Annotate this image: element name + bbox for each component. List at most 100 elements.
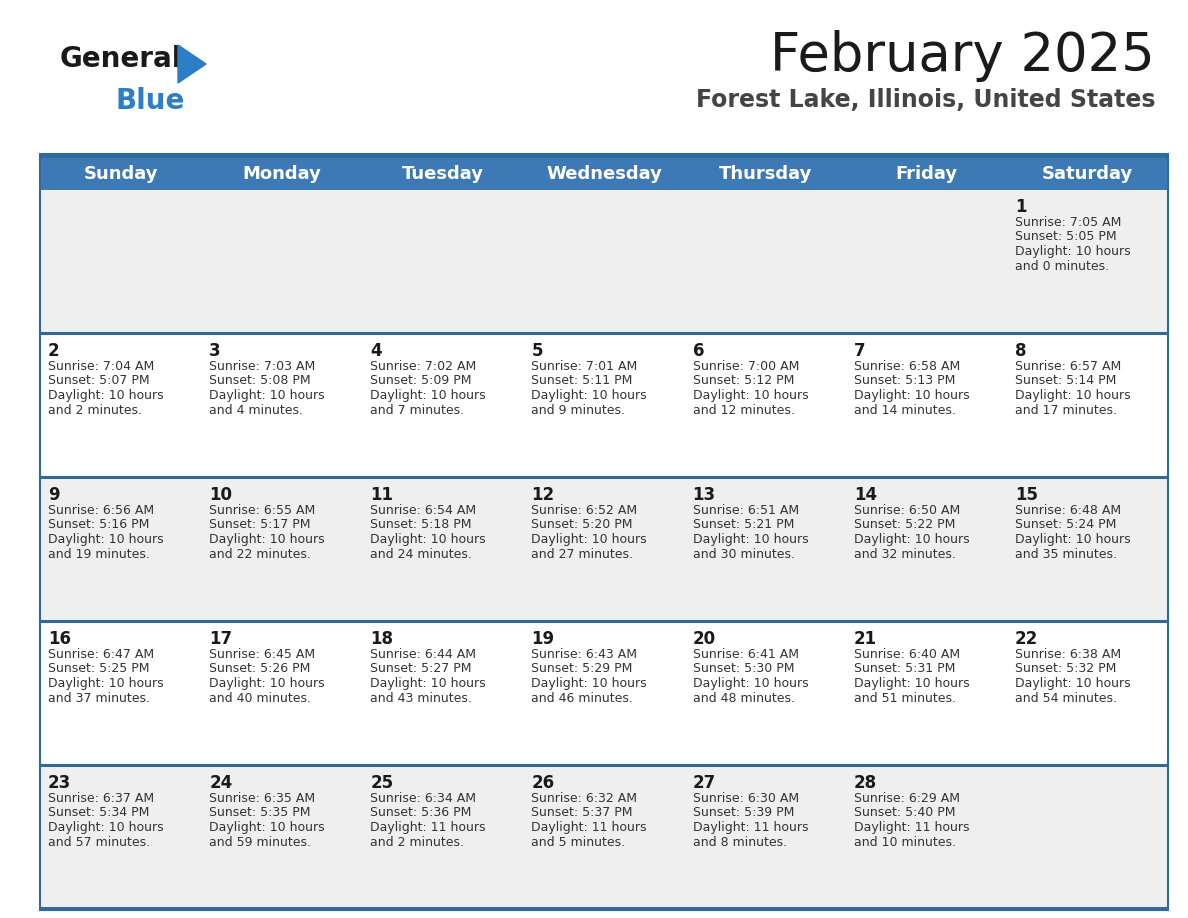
Text: Sunrise: 6:57 AM: Sunrise: 6:57 AM [1015, 360, 1121, 373]
Text: 1: 1 [1015, 198, 1026, 216]
Text: and 32 minutes.: and 32 minutes. [854, 547, 955, 561]
Text: 19: 19 [531, 630, 555, 648]
Text: Sunrise: 6:44 AM: Sunrise: 6:44 AM [371, 648, 476, 661]
Text: and 51 minutes.: and 51 minutes. [854, 691, 955, 704]
Text: and 4 minutes.: and 4 minutes. [209, 404, 303, 417]
Text: Daylight: 10 hours: Daylight: 10 hours [371, 389, 486, 402]
Text: Daylight: 10 hours: Daylight: 10 hours [854, 389, 969, 402]
Text: and 10 minutes.: and 10 minutes. [854, 835, 955, 848]
Text: Daylight: 10 hours: Daylight: 10 hours [1015, 389, 1131, 402]
Text: and 46 minutes.: and 46 minutes. [531, 691, 633, 704]
Bar [40, 766, 1168, 910]
Text: Sunrise: 7:02 AM: Sunrise: 7:02 AM [371, 360, 476, 373]
Text: 2: 2 [48, 342, 59, 360]
Text: Sunrise: 6:32 AM: Sunrise: 6:32 AM [531, 792, 638, 805]
Text: Sunrise: 7:04 AM: Sunrise: 7:04 AM [48, 360, 154, 373]
Text: 7: 7 [854, 342, 865, 360]
Bar [40, 476, 1168, 479]
Text: Daylight: 10 hours: Daylight: 10 hours [531, 389, 647, 402]
Text: Sunset: 5:16 PM: Sunset: 5:16 PM [48, 519, 150, 532]
Bar [40, 158, 1168, 190]
Text: Sunrise: 6:43 AM: Sunrise: 6:43 AM [531, 648, 638, 661]
Text: and 7 minutes.: and 7 minutes. [371, 404, 465, 417]
Text: Sunset: 5:27 PM: Sunset: 5:27 PM [371, 663, 472, 676]
Text: Sunrise: 6:52 AM: Sunrise: 6:52 AM [531, 504, 638, 517]
Text: Daylight: 10 hours: Daylight: 10 hours [1015, 533, 1131, 546]
Text: Daylight: 10 hours: Daylight: 10 hours [209, 533, 324, 546]
Text: Daylight: 10 hours: Daylight: 10 hours [48, 533, 164, 546]
Bar [40, 764, 1168, 767]
Text: and 9 minutes.: and 9 minutes. [531, 404, 625, 417]
Text: Sunset: 5:17 PM: Sunset: 5:17 PM [209, 519, 310, 532]
Text: and 27 minutes.: and 27 minutes. [531, 547, 633, 561]
Bar [40, 907, 1168, 910]
Text: 4: 4 [371, 342, 381, 360]
Text: Sunset: 5:30 PM: Sunset: 5:30 PM [693, 663, 794, 676]
Text: Daylight: 10 hours: Daylight: 10 hours [531, 677, 647, 690]
Text: Wednesday: Wednesday [546, 165, 662, 183]
Text: 21: 21 [854, 630, 877, 648]
Text: Sunset: 5:24 PM: Sunset: 5:24 PM [1015, 519, 1117, 532]
Text: 26: 26 [531, 774, 555, 792]
Text: Thursday: Thursday [719, 165, 811, 183]
Text: Sunrise: 6:51 AM: Sunrise: 6:51 AM [693, 504, 798, 517]
Text: Daylight: 10 hours: Daylight: 10 hours [48, 389, 164, 402]
Text: Sunset: 5:34 PM: Sunset: 5:34 PM [48, 807, 150, 820]
Text: Sunset: 5:07 PM: Sunset: 5:07 PM [48, 375, 150, 387]
Text: Sunset: 5:18 PM: Sunset: 5:18 PM [371, 519, 472, 532]
Text: and 59 minutes.: and 59 minutes. [209, 835, 311, 848]
Text: Sunday: Sunday [83, 165, 158, 183]
Text: Daylight: 10 hours: Daylight: 10 hours [209, 821, 324, 834]
Text: Sunset: 5:31 PM: Sunset: 5:31 PM [854, 663, 955, 676]
Text: Daylight: 11 hours: Daylight: 11 hours [854, 821, 969, 834]
Text: Daylight: 10 hours: Daylight: 10 hours [209, 389, 324, 402]
Text: Sunrise: 7:01 AM: Sunrise: 7:01 AM [531, 360, 638, 373]
Text: and 40 minutes.: and 40 minutes. [209, 691, 311, 704]
Text: and 12 minutes.: and 12 minutes. [693, 404, 795, 417]
Text: and 30 minutes.: and 30 minutes. [693, 547, 795, 561]
Bar [40, 190, 1168, 334]
Text: 18: 18 [371, 630, 393, 648]
Text: 27: 27 [693, 774, 716, 792]
Text: Friday: Friday [896, 165, 958, 183]
Text: Daylight: 10 hours: Daylight: 10 hours [693, 533, 808, 546]
Text: 3: 3 [209, 342, 221, 360]
Text: Daylight: 11 hours: Daylight: 11 hours [531, 821, 647, 834]
Text: 6: 6 [693, 342, 704, 360]
Text: Sunset: 5:22 PM: Sunset: 5:22 PM [854, 519, 955, 532]
Text: 11: 11 [371, 486, 393, 504]
Text: and 35 minutes.: and 35 minutes. [1015, 547, 1117, 561]
Text: Sunrise: 6:34 AM: Sunrise: 6:34 AM [371, 792, 476, 805]
Text: Sunrise: 6:41 AM: Sunrise: 6:41 AM [693, 648, 798, 661]
Text: Sunrise: 6:48 AM: Sunrise: 6:48 AM [1015, 504, 1121, 517]
Text: Daylight: 10 hours: Daylight: 10 hours [693, 677, 808, 690]
Text: Daylight: 10 hours: Daylight: 10 hours [1015, 245, 1131, 258]
Text: Sunrise: 7:05 AM: Sunrise: 7:05 AM [1015, 216, 1121, 229]
Text: Sunset: 5:08 PM: Sunset: 5:08 PM [209, 375, 311, 387]
Text: Sunset: 5:21 PM: Sunset: 5:21 PM [693, 519, 794, 532]
Text: Sunset: 5:09 PM: Sunset: 5:09 PM [371, 375, 472, 387]
Text: 9: 9 [48, 486, 59, 504]
Text: Sunset: 5:35 PM: Sunset: 5:35 PM [209, 807, 310, 820]
Text: General: General [61, 45, 183, 73]
Text: Sunrise: 6:55 AM: Sunrise: 6:55 AM [209, 504, 315, 517]
Text: Sunset: 5:26 PM: Sunset: 5:26 PM [209, 663, 310, 676]
Text: Monday: Monday [242, 165, 321, 183]
Text: 17: 17 [209, 630, 233, 648]
Text: and 17 minutes.: and 17 minutes. [1015, 404, 1117, 417]
Text: 28: 28 [854, 774, 877, 792]
Text: Sunrise: 7:00 AM: Sunrise: 7:00 AM [693, 360, 800, 373]
Text: Sunrise: 6:54 AM: Sunrise: 6:54 AM [371, 504, 476, 517]
Text: 22: 22 [1015, 630, 1038, 648]
Text: Sunrise: 6:35 AM: Sunrise: 6:35 AM [209, 792, 315, 805]
Text: Sunset: 5:25 PM: Sunset: 5:25 PM [48, 663, 150, 676]
Text: and 54 minutes.: and 54 minutes. [1015, 691, 1117, 704]
Text: and 2 minutes.: and 2 minutes. [48, 404, 143, 417]
Text: and 8 minutes.: and 8 minutes. [693, 835, 786, 848]
Text: and 19 minutes.: and 19 minutes. [48, 547, 150, 561]
Text: 8: 8 [1015, 342, 1026, 360]
Text: Sunset: 5:12 PM: Sunset: 5:12 PM [693, 375, 794, 387]
Bar [40, 154, 1168, 158]
Text: Daylight: 10 hours: Daylight: 10 hours [209, 677, 324, 690]
Text: Sunrise: 6:38 AM: Sunrise: 6:38 AM [1015, 648, 1121, 661]
